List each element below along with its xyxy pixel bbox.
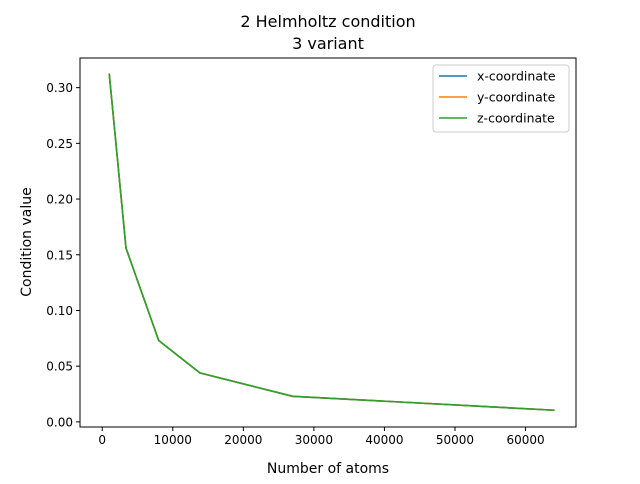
chart-subtitle: 3 variant — [292, 34, 364, 53]
legend-label: x-coordinate — [477, 69, 556, 84]
y-tick-label: 0.20 — [46, 193, 73, 207]
x-tick-label: 10000 — [154, 433, 192, 447]
x-axis: 0 10000 20000 30000 40000 50000 60000 — [98, 427, 545, 447]
y-tick-label: 0.10 — [46, 304, 73, 318]
legend-label: y-coordinate — [477, 90, 556, 105]
series-line-z-coordinate — [108, 73, 555, 412]
y-tick-label: 0.25 — [46, 137, 73, 151]
x-tick-label: 60000 — [506, 433, 544, 447]
x-tick-label: 0 — [98, 433, 106, 447]
x-axis-label: Number of atoms — [267, 461, 389, 477]
y-tick-label: 0.30 — [46, 81, 73, 95]
y-axis-label: Condition value — [19, 187, 35, 297]
x-tick-label: 30000 — [295, 433, 333, 447]
x-tick-label: 50000 — [436, 433, 474, 447]
legend: x-coordinate y-coordinate z-coordinate — [432, 64, 570, 133]
y-axis: 0.00 0.05 0.10 0.15 0.20 0.25 0.30 — [46, 81, 80, 429]
plot-frame — [79, 57, 577, 428]
x-tick-label: 20000 — [224, 433, 262, 447]
chart-title: 2 Helmholtz condition — [240, 12, 415, 31]
legend-label: z-coordinate — [477, 111, 555, 126]
x-tick-label: 40000 — [365, 433, 403, 447]
y-tick-label: 0.15 — [46, 248, 73, 262]
y-tick-label: 0.00 — [46, 415, 73, 429]
y-tick-label: 0.05 — [46, 360, 73, 374]
series-lines — [108, 73, 555, 412]
legend-box — [432, 64, 570, 133]
